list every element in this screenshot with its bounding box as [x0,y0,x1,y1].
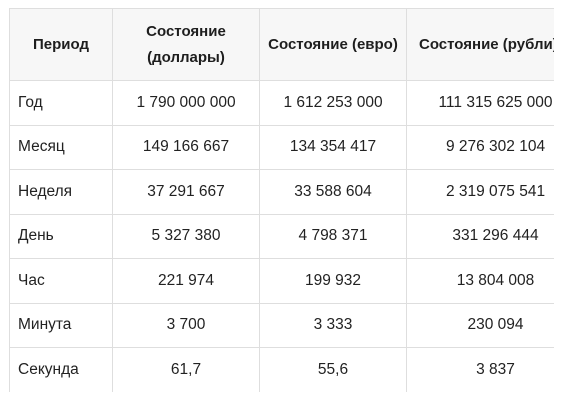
cell-rub: 230 094 [406,302,554,348]
header-rub: Состояние (рубли) [406,8,554,81]
cell-usd: 221 974 [112,258,260,304]
header-eur: Состояние (евро) [259,8,407,81]
table-row: День 5 327 380 4 798 371 331 296 444 [9,213,554,259]
header-eur-label: Состояние (евро) [268,35,398,53]
header-usd: Состояние (доллары) [112,8,260,81]
table-row: Год 1 790 000 000 1 612 253 000 111 315 … [9,80,554,126]
cell-eur: 4 798 371 [259,213,407,259]
cell-period: День [9,213,113,259]
cell-period: Месяц [9,124,113,170]
cell-eur: 3 333 [259,302,407,348]
table-row: Неделя 37 291 667 33 588 604 2 319 075 5… [9,169,554,215]
cell-eur: 134 354 417 [259,124,407,170]
cell-rub: 3 837 [406,347,554,392]
cell-usd: 1 790 000 000 [112,80,260,126]
cell-rub: 111 315 625 000 [406,80,554,126]
cell-period: Секунда [9,347,113,392]
table-row: Час 221 974 199 932 13 804 008 [9,258,554,304]
cell-rub: 13 804 008 [406,258,554,304]
cell-period: Час [9,258,113,304]
cell-period: Год [9,80,113,126]
cell-usd: 149 166 667 [112,124,260,170]
table-row: Минута 3 700 3 333 230 094 [9,302,554,348]
table-row: Месяц 149 166 667 134 354 417 9 276 302 … [9,124,554,170]
cell-usd: 3 700 [112,302,260,348]
cell-eur: 1 612 253 000 [259,80,407,126]
header-row: Период Состояние (доллары) Состояние (ев… [9,8,554,81]
header-usd-label: Состояние (доллары) [146,22,226,66]
cell-rub: 331 296 444 [406,213,554,259]
cell-eur: 199 932 [259,258,407,304]
header-period-label: Период [33,35,89,53]
table-row: Секунда 61,7 55,6 3 837 [9,347,554,392]
header-rub-label: Состояние (рубли) [419,35,554,53]
wealth-table: Период Состояние (доллары) Состояние (ев… [9,8,554,392]
cell-eur: 33 588 604 [259,169,407,215]
cell-usd: 61,7 [112,347,260,392]
cell-rub: 9 276 302 104 [406,124,554,170]
cell-rub: 2 319 075 541 [406,169,554,215]
cell-usd: 37 291 667 [112,169,260,215]
header-period: Период [9,8,113,81]
cell-usd: 5 327 380 [112,213,260,259]
table-header: Период Состояние (доллары) Состояние (ев… [9,8,554,81]
cell-period: Минута [9,302,113,348]
wealth-table-container: Период Состояние (доллары) Состояние (ев… [9,8,554,392]
cell-period: Неделя [9,169,113,215]
table-body: Год 1 790 000 000 1 612 253 000 111 315 … [9,80,554,392]
cell-eur: 55,6 [259,347,407,392]
